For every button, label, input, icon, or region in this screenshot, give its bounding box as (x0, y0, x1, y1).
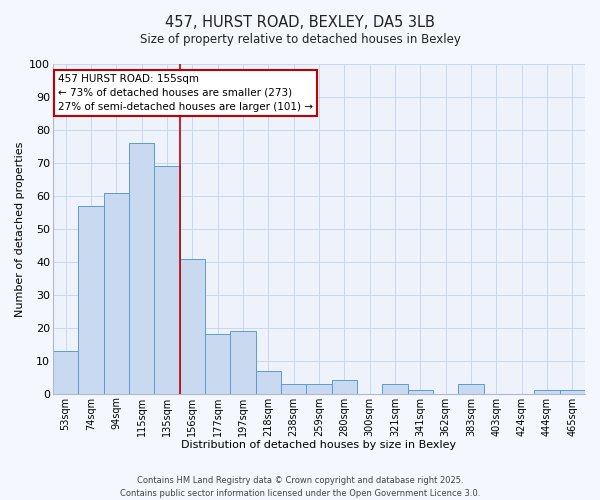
Text: Contains HM Land Registry data © Crown copyright and database right 2025.
Contai: Contains HM Land Registry data © Crown c… (120, 476, 480, 498)
Bar (332, 380, 357, 394)
X-axis label: Distribution of detached houses by size in Bexley: Distribution of detached houses by size … (181, 440, 457, 450)
Bar (230, 331, 256, 394)
Bar (256, 370, 281, 394)
Bar (281, 384, 307, 394)
Bar (560, 390, 585, 394)
Bar (407, 390, 433, 394)
Y-axis label: Number of detached properties: Number of detached properties (15, 141, 25, 316)
Bar (205, 334, 230, 394)
Bar (78, 206, 104, 394)
Bar (104, 192, 129, 394)
Text: Size of property relative to detached houses in Bexley: Size of property relative to detached ho… (140, 32, 460, 46)
Bar (129, 143, 154, 394)
Bar (53, 351, 78, 394)
Bar (458, 384, 484, 394)
Text: 457, HURST ROAD, BEXLEY, DA5 3LB: 457, HURST ROAD, BEXLEY, DA5 3LB (165, 15, 435, 30)
Bar (307, 384, 332, 394)
Bar (154, 166, 179, 394)
Bar (535, 390, 560, 394)
Bar (382, 384, 407, 394)
Bar (179, 258, 205, 394)
Text: 457 HURST ROAD: 155sqm
← 73% of detached houses are smaller (273)
27% of semi-de: 457 HURST ROAD: 155sqm ← 73% of detached… (58, 74, 313, 112)
